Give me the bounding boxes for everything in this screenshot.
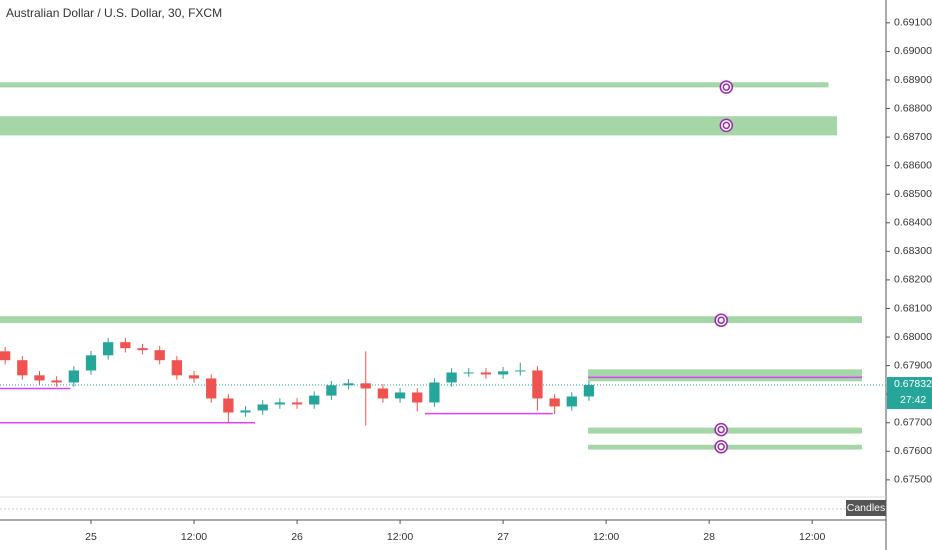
x-tick-label: 27: [497, 531, 509, 543]
y-tick-label: 0.69100: [894, 17, 932, 29]
marker: [719, 118, 734, 133]
candle-body: [206, 378, 217, 399]
candle-body: [429, 382, 440, 403]
marker-dot: [722, 121, 731, 130]
y-tick-label: 0.68300: [894, 245, 932, 257]
marker-dot: [722, 83, 731, 91]
candle-body: [103, 342, 114, 356]
candle-body: [463, 372, 474, 374]
last-price-box: [887, 377, 932, 410]
candle-body: [34, 375, 45, 381]
candle-body: [137, 348, 148, 351]
marker: [719, 80, 734, 94]
candle-body: [0, 351, 11, 361]
x-tick-label: 28: [703, 531, 715, 543]
x-tick-label: 12:00: [387, 531, 413, 543]
candle-body: [257, 404, 268, 411]
candle-body: [291, 402, 303, 405]
y-tick-label: 0.68800: [894, 102, 932, 114]
candle-body: [154, 350, 165, 361]
candle-body: [120, 342, 131, 349]
y-tick-label: 0.67500: [894, 474, 932, 486]
x-tick-label: 26: [291, 531, 303, 543]
y-tick-label: 0.68200: [894, 274, 932, 286]
candle-body: [68, 370, 79, 383]
candle-body: [240, 410, 251, 413]
zone: [0, 316, 862, 324]
marker-dot: [717, 442, 725, 451]
candle-body: [17, 360, 28, 376]
marker-dot: [717, 425, 725, 434]
candle-body: [171, 360, 183, 376]
y-tick-label: 0.68400: [894, 217, 932, 229]
candle-body: [343, 383, 354, 386]
candle-body: [223, 398, 234, 413]
candle-body: [583, 385, 595, 397]
candle-body: [377, 388, 389, 399]
y-tick-label: 0.69000: [894, 45, 932, 57]
x-tick-label: 12:00: [593, 531, 619, 543]
candle-body: [515, 370, 526, 372]
y-tick-label: 0.68900: [894, 74, 932, 86]
zone: [0, 116, 838, 136]
candle-body: [309, 395, 320, 405]
candle-body: [532, 370, 543, 399]
marker: [714, 422, 728, 437]
candle-body: [446, 372, 457, 383]
candle-body: [274, 402, 286, 405]
candle-body: [85, 355, 97, 371]
marker-dot: [717, 316, 725, 324]
marker: [714, 313, 728, 327]
y-tick-label: 0.67700: [894, 417, 932, 429]
candle-body: [497, 371, 509, 375]
candle-body: [549, 398, 560, 407]
y-tick-label: 0.68500: [894, 188, 932, 200]
candle-body: [188, 375, 200, 379]
candle-body: [480, 372, 492, 375]
y-tick-label: 0.68700: [894, 131, 932, 143]
chart-title: Australian Dollar / U.S. Dollar, 30, FXC…: [6, 6, 222, 20]
candle-body: [51, 380, 62, 383]
y-tick-label: 0.68100: [894, 302, 932, 314]
x-tick-label: 25: [85, 531, 97, 543]
x-tick-label: 12:00: [799, 531, 825, 543]
y-tick-label: 0.68600: [894, 159, 932, 171]
candle-body: [326, 385, 337, 396]
y-tick-label: 0.67900: [894, 359, 932, 371]
zone: [0, 82, 829, 88]
candle-body: [394, 392, 406, 399]
chart-style-label[interactable]: Candles: [847, 502, 886, 514]
candle-body: [566, 396, 577, 407]
candle-body: [360, 383, 371, 389]
marker: [714, 439, 728, 454]
chart-style-button[interactable]: [846, 500, 886, 516]
x-tick-label: 12:00: [181, 531, 207, 543]
last-price-label: 0.67832: [894, 378, 932, 390]
y-tick-label: 0.67600: [894, 445, 932, 457]
countdown: 27:42: [900, 394, 926, 406]
zone: [588, 369, 862, 382]
y-tick-label: 0.68000: [894, 331, 932, 343]
candle-body: [412, 392, 423, 403]
